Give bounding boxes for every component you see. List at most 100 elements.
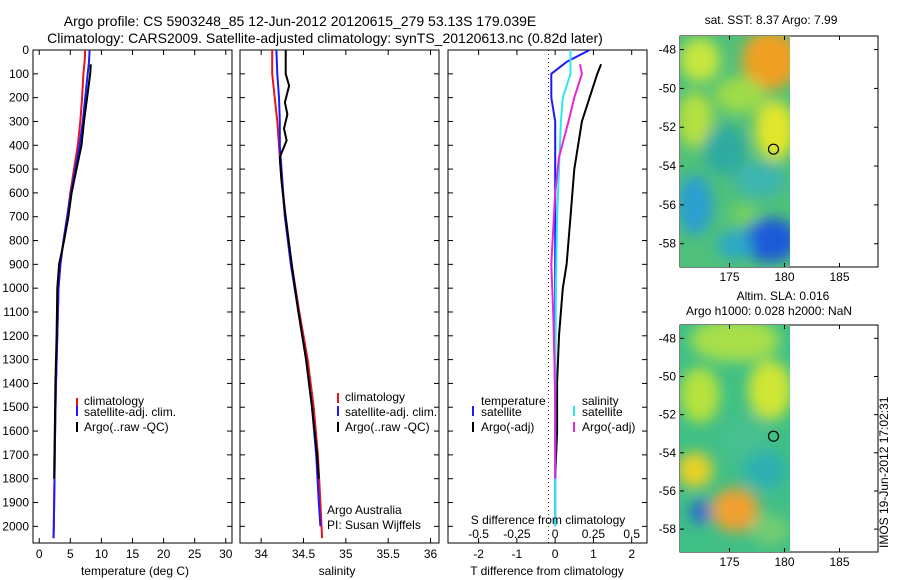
x-tick-label: -2 [473,547,484,561]
salinity-legend: climatology satellite-adj. clim. Argo(..… [337,390,437,434]
legend-label-sal-argo: Argo(-adj) [582,420,635,434]
sst-field [680,36,790,267]
x-tick-label: 0 [552,547,559,561]
figure-title-line1: Argo profile: CS 5903248_85 12-Jun-2012 … [64,13,537,29]
map-x-tick-label: 185 [829,270,849,284]
x-tick-label: 25 [188,547,202,561]
y-tick-label: 900 [9,257,29,271]
salinity-ticks: 34 34.5 35 35.5 36 [240,49,439,561]
map-y-tick-label: -50 [659,370,677,384]
y-tick-label: 700 [9,210,29,224]
salinity-difference-tick-labels: -0.5 -0.25 0 0.25 0.5 [468,527,640,541]
timestamp-stamp: IMOS 19-Jun-2012 17:02:31 [877,396,891,548]
x-tick-label: 20 [157,547,171,561]
y-tick-label: 600 [9,186,29,200]
x-tick-label: 10 [95,547,109,561]
salinity-panel: 34 34.5 35 35.5 36 climatology satellite-adj… [239,49,440,578]
y-tick-label: 1300 [2,353,29,367]
difference-legend: temperature salinity satellite Argo(-adj… [472,394,635,434]
x-tick-label: 30 [219,547,233,561]
s-diff-tick-label: -0.5 [468,527,489,541]
y-tick-label: 1600 [2,424,29,438]
y-tick-label: 100 [9,67,29,81]
map-y-tick-label: -54 [659,446,677,460]
y-tick-label: 1200 [2,329,29,343]
y-tick-label: 1000 [2,281,29,295]
difference-axes-box [447,49,648,544]
legend-label-temp-argo: Argo(-adj) [481,420,534,434]
y-tick-label: 1400 [2,376,29,390]
y-tick-label: 1100 [3,305,29,319]
argo-location-marker [767,430,780,442]
map-y-tick-label: -56 [659,198,677,212]
s-diff-tick-label: 0 [552,527,559,541]
y-tick-label: 500 [9,162,29,176]
s-diff-tick-label: -0.25 [503,527,531,541]
temperature-axes-box [32,49,233,544]
map-x-tick-label: 185 [829,555,849,569]
legend-label-argo: Argo(..raw -QC) [84,420,169,434]
temperature-xlabel: temperature (deg C) [81,564,189,578]
salinity-axes-box [239,49,440,544]
legend-header-temperature: temperature [481,394,546,408]
salinity-annotation-line1: Argo Australia [327,503,402,517]
legend-label-satellite: satellite-adj. clim. [84,405,176,419]
series-line-argo-raw-qc- [53,64,92,479]
sla-field [680,325,790,552]
s-diff-tick-label: 0.5 [623,527,640,541]
x-tick-label: 0 [36,547,43,561]
y-tick-label: 1800 [2,472,29,486]
y-tick-label: 800 [9,234,29,248]
figure-title-line2: Climatology: CARS2009. Satellite-adjuste… [47,30,603,46]
sla-map-title-line1: Altim. SLA: 0.016 [737,289,830,303]
sla-map-panel: Altim. SLA: 0.016 Argo h1000: 0.028 h200… [659,289,879,569]
difference-ticks: -2 -1 0 1 2 [448,49,647,561]
legend-label-sal-satellite: satellite [582,405,623,419]
legend-header-salinity: salinity [582,394,619,408]
map-x-tick-label: 175 [719,270,739,284]
map-y-tick-label: -56 [659,484,677,498]
legend-label-satellite: satellite-adj. clim. [345,405,437,419]
map-y-tick-label: -52 [659,408,677,422]
argo-location-marker [767,143,780,155]
legend-label-argo: Argo(..raw -QC) [345,420,430,434]
y-tick-label: 1700 [2,448,29,462]
temperature-ticks: 0 5 10 15 20 25 300100200300400500600700800900… [2,43,232,561]
map-y-tick-label: -48 [659,43,677,57]
x-tick-label: 5 [67,547,74,561]
map-y-tick-label: -50 [659,81,677,95]
sst-map-ticks: 175 180 185 -48 -50 -52 -54 -56 -58 [659,36,878,284]
map-x-tick-label: 175 [719,555,739,569]
legend-label-climatology: climatology [345,390,405,404]
series-line-temperature-argo-adj- [554,63,603,479]
x-tick-label: 34 [254,547,268,561]
y-tick-label: 1500 [2,400,29,414]
difference-series [550,49,603,527]
y-tick-label: 300 [9,114,29,128]
y-tick-label: 400 [9,138,29,152]
x-tick-label: 35.5 [377,547,401,561]
series-line-salinity-argo-adj- [550,64,583,479]
map-y-tick-label: -58 [659,237,677,251]
s-diff-tick-label: 0.25 [582,527,606,541]
x-tick-label: 35 [339,547,353,561]
temperature-legend: climatology satellite-adj. clim. Argo(..… [76,394,176,434]
sst-map-panel: sat. SST: 8.37 Argo: 7.99 175 180 185 -48 -5… [659,13,879,284]
map-x-tick-label: 180 [774,270,794,284]
map-y-tick-label: -48 [659,331,677,345]
difference-panel: -2 -1 0 1 2 temperature salinity satellite A… [447,49,648,578]
map-x-tick-label: 180 [774,555,794,569]
series-line-argo-raw-qc- [278,50,320,479]
y-tick-label: 200 [9,91,29,105]
x-tick-label: 36 [424,547,438,561]
salinity-xlabel: salinity [319,564,356,578]
salinity-series [271,49,324,539]
difference-xlabel: T difference from climatology [470,564,624,578]
map-y-tick-label: -58 [659,522,677,536]
temperature-panel: 0 5 10 15 20 25 300100200300400500600700800900… [2,43,232,578]
x-tick-label: 34.5 [292,547,316,561]
y-tick-label: 1900 [2,496,29,510]
temperature-series [52,49,92,539]
map-y-tick-label: -52 [659,120,677,134]
